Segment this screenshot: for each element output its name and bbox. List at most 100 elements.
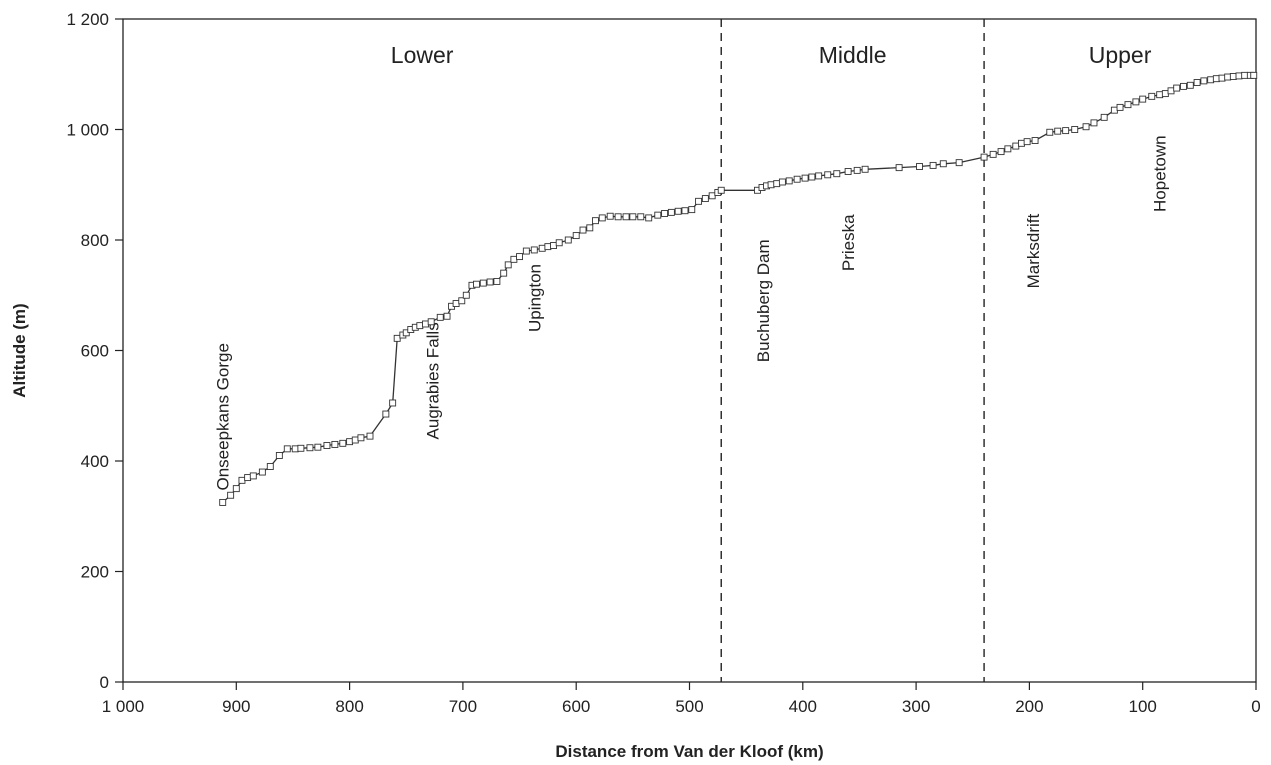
data-point <box>808 173 816 181</box>
x-tick-label: 800 <box>335 697 363 716</box>
data-point <box>249 472 257 480</box>
data-point <box>997 148 1005 156</box>
data-point <box>564 236 572 244</box>
data-point <box>793 175 801 183</box>
x-tick-label: 900 <box>222 697 250 716</box>
data-point <box>1100 113 1108 121</box>
data-point <box>1173 84 1181 92</box>
series <box>219 71 1258 506</box>
data-point <box>291 445 299 453</box>
data-point <box>306 444 314 452</box>
region-labels: Lower Middle Upper <box>391 42 1152 68</box>
data-point <box>1062 127 1070 135</box>
data-point <box>227 491 235 499</box>
data-point <box>258 468 266 476</box>
data-point <box>778 178 786 186</box>
data-point <box>916 163 923 170</box>
data-point <box>314 443 322 451</box>
data-point <box>572 232 580 240</box>
y-tick-label: 800 <box>81 231 109 250</box>
data-point <box>1207 76 1215 84</box>
data-point <box>1167 87 1175 95</box>
data-point <box>767 181 775 189</box>
place-label: Augrabies Falls <box>423 322 442 439</box>
y-tick-label: 400 <box>81 452 109 471</box>
data-point <box>436 313 444 321</box>
data-point <box>785 177 793 185</box>
data-point <box>1023 138 1031 146</box>
data-point <box>667 208 675 216</box>
data-point <box>422 320 429 328</box>
data-point <box>989 150 997 158</box>
y-tick-label: 1 000 <box>66 121 109 140</box>
data-point <box>1018 139 1025 147</box>
data-point <box>522 247 530 255</box>
x-tick-label: 0 <box>1251 697 1260 716</box>
data-point <box>339 439 347 447</box>
data-point <box>283 445 291 453</box>
x-tick-label: 700 <box>449 697 477 716</box>
data-point <box>939 160 947 168</box>
y-tick-label: 200 <box>81 563 109 582</box>
data-point <box>452 300 460 307</box>
data-point <box>579 226 587 234</box>
place-label: Prieska <box>839 214 858 271</box>
data-point <box>323 442 331 449</box>
data-point <box>1116 103 1124 111</box>
data-point <box>219 498 227 506</box>
data-point <box>275 452 283 459</box>
data-point <box>550 242 557 249</box>
data-point <box>815 172 823 180</box>
data-point <box>389 399 397 407</box>
data-point <box>1241 71 1249 79</box>
data-point <box>717 186 725 194</box>
data-point <box>443 312 451 320</box>
data-point <box>853 166 861 174</box>
data-point <box>382 410 390 418</box>
data-point <box>493 277 501 285</box>
data-point <box>366 432 374 440</box>
data-point <box>1200 77 1208 85</box>
place-label: Marksdrift <box>1024 213 1043 288</box>
data-point <box>331 440 339 448</box>
x-tick-label: 200 <box>1015 697 1043 716</box>
data-point <box>622 213 630 221</box>
data-point <box>393 334 401 342</box>
data-point <box>1224 73 1232 81</box>
data-point <box>486 278 494 286</box>
data-point <box>297 444 305 452</box>
data-point <box>1235 72 1243 80</box>
data-point <box>1090 119 1098 127</box>
data-point <box>1229 73 1237 80</box>
data-point <box>479 279 487 287</box>
data-point <box>357 434 365 442</box>
data-point <box>1148 92 1156 100</box>
data-point <box>416 322 424 330</box>
data-point <box>598 214 606 222</box>
data-point <box>1082 123 1090 131</box>
x-tick-label: 600 <box>562 697 590 716</box>
data-point <box>238 476 246 484</box>
data-point <box>980 153 988 161</box>
data-point <box>266 463 274 470</box>
data-point <box>1193 79 1201 86</box>
data-point <box>1012 142 1020 150</box>
data-point <box>516 253 523 261</box>
place-annotations: Onseepkans Gorge Augrabies Falls Upington B… <box>214 135 1170 490</box>
data-point <box>346 438 354 446</box>
place-label: Buchuberg Dam <box>754 239 773 362</box>
data-point <box>844 168 852 175</box>
data-point <box>929 161 937 169</box>
x-tick-label: 300 <box>902 697 930 716</box>
y-axis-title: Altitude (m) <box>10 303 29 397</box>
data-point <box>1054 127 1062 135</box>
data-point <box>351 436 359 444</box>
data-point <box>1031 137 1039 145</box>
data-point <box>1180 82 1187 90</box>
data-point <box>530 246 538 254</box>
data-point <box>606 212 614 220</box>
place-label: Hopetown <box>1151 135 1170 212</box>
data-point <box>654 211 662 219</box>
